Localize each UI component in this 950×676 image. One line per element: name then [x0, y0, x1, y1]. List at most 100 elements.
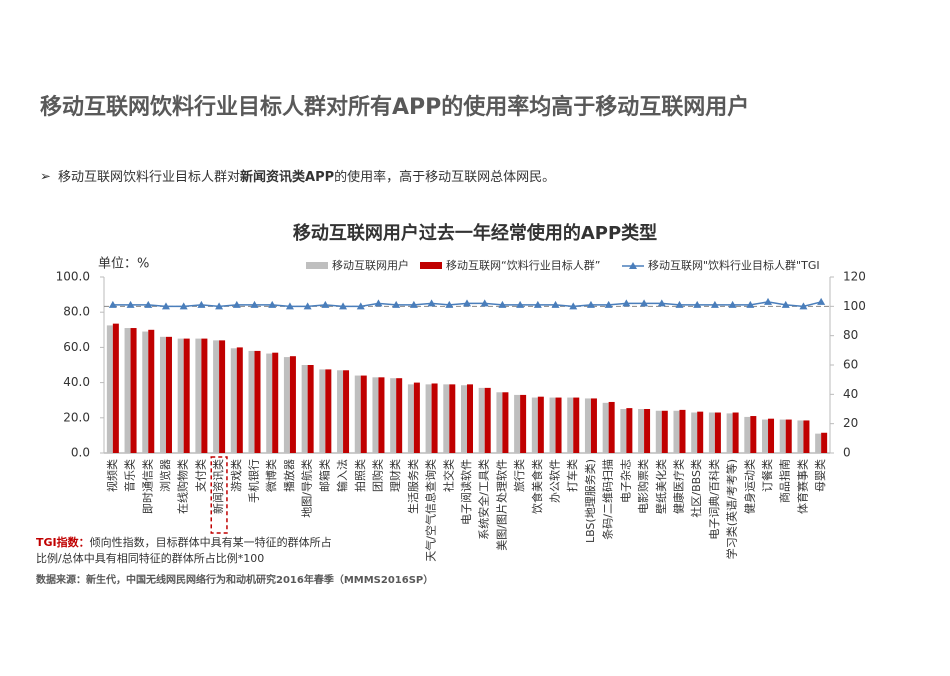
x-tick-label: 健身运动类: [742, 459, 756, 514]
x-tick-label: 母婴类: [813, 459, 827, 492]
bar: [142, 331, 149, 453]
bar: [467, 384, 473, 453]
x-tick-label: 游戏类: [229, 459, 243, 492]
y2-tick-label: 120: [843, 270, 866, 284]
bar: [478, 387, 485, 453]
tgi-marker: [179, 302, 188, 310]
note: TGI指数：倾向性指数，目标群体中具有某一特征的群体所占: [36, 535, 332, 549]
bar: [567, 397, 574, 453]
bar: [691, 412, 698, 453]
x-tick-label: 地图/导航类: [300, 459, 314, 518]
bar: [732, 412, 739, 453]
bar: [165, 336, 172, 453]
y2-tick-label: 40: [843, 387, 858, 401]
tgi-marker: [232, 300, 241, 308]
bar: [768, 418, 775, 453]
bar: [638, 409, 645, 453]
tgi-marker: [321, 300, 330, 308]
bar: [726, 413, 733, 453]
tgi-marker: [161, 302, 170, 310]
bar: [378, 377, 385, 453]
x-tick-label: 商品指南: [778, 459, 792, 503]
bar: [360, 375, 367, 453]
x-tick-label: 饮食美食类: [530, 459, 544, 514]
bullet-part: 的使用率，高于移动互联网总体网民。: [334, 169, 555, 185]
x-tick-label: 生活服务类: [406, 459, 420, 514]
y-tick-label: 0.0: [71, 446, 90, 460]
tgi-marker: [144, 300, 153, 308]
note-label: TGI指数：: [36, 535, 90, 549]
x-tick-label: 天气/空气信息查询类: [424, 459, 438, 562]
bar: [815, 433, 822, 453]
legend-marker: [629, 262, 637, 269]
tgi-marker: [710, 300, 719, 308]
y2-tick-label: 100: [843, 299, 866, 313]
bar: [655, 410, 662, 453]
tgi-marker: [817, 297, 826, 305]
bar: [159, 336, 166, 453]
x-tick-label: 邮箱类: [317, 459, 331, 492]
bullet-mark: ➢: [40, 170, 51, 185]
bar: [195, 338, 202, 453]
page-title: 移动互联网饮料行业目标人群对所有APP的使用率均高于移动互联网用户: [40, 94, 749, 120]
x-tick-label: 电子阅读软件: [459, 459, 473, 525]
data-source: 数据来源：新生代，中国无线网民网络行为和动机研究2016年春季（MMMS2016…: [36, 573, 433, 586]
highlight-box: [210, 456, 228, 534]
tgi-marker: [108, 300, 117, 308]
bar: [679, 409, 686, 453]
bullet-text: 移动互联网饮料行业目标人群对新闻资讯类APP的使用率，高于移动互联网总体网民。: [58, 169, 555, 185]
tgi-marker: [374, 299, 383, 307]
bar: [779, 419, 786, 453]
x-tick-label: 社交类: [441, 459, 455, 492]
bar: [821, 432, 828, 453]
tgi-marker: [392, 300, 401, 308]
bar: [248, 350, 255, 453]
bar: [608, 401, 615, 453]
x-tick-label: 壁纸美化类: [654, 459, 668, 514]
bar: [343, 370, 350, 453]
bar: [644, 409, 651, 453]
bar: [714, 412, 721, 453]
bullet-part: 移动互联网饮料行业目标人群对: [58, 170, 240, 185]
tgi-marker: [197, 300, 206, 308]
y-tick-label: 20.0: [63, 410, 90, 424]
bar: [272, 352, 279, 453]
tgi-marker: [764, 297, 773, 305]
tgi-marker: [640, 299, 649, 307]
x-tick-label: 电子杂志: [619, 459, 632, 503]
tgi-marker: [657, 299, 666, 307]
bar: [661, 410, 668, 453]
y-tick-label: 40.0: [63, 375, 90, 389]
x-tick-label: 旅行类: [512, 459, 526, 492]
tgi-marker: [445, 300, 454, 308]
x-tick-label: 拍照类: [353, 459, 367, 492]
x-tick-label: 健康医疗类: [671, 459, 685, 514]
tgi-marker: [675, 300, 684, 308]
tgi-marker: [356, 302, 365, 310]
x-tick-label: 即时通信类: [140, 459, 154, 514]
bar: [555, 397, 562, 453]
tgi-marker: [533, 300, 542, 308]
tgi-marker: [480, 299, 489, 307]
bar: [230, 348, 237, 453]
bar: [266, 353, 273, 453]
legend-swatch: [420, 262, 442, 269]
y-tick-label: 80.0: [63, 305, 90, 319]
bar: [620, 409, 627, 453]
bar: [407, 384, 414, 453]
tgi-marker: [126, 300, 135, 308]
x-tick-label: 系统安全/工具类: [477, 459, 491, 540]
tgi-marker: [586, 300, 595, 308]
y-label: 单位：%: [98, 257, 149, 272]
bar: [372, 377, 379, 453]
tgi-marker: [427, 299, 436, 307]
bar: [289, 356, 296, 453]
bar: [520, 394, 527, 453]
bar: [502, 392, 509, 453]
bar: [431, 383, 438, 453]
tgi-marker: [303, 302, 312, 310]
bar: [602, 402, 609, 453]
bar: [236, 347, 243, 453]
tgi-marker: [409, 300, 418, 308]
